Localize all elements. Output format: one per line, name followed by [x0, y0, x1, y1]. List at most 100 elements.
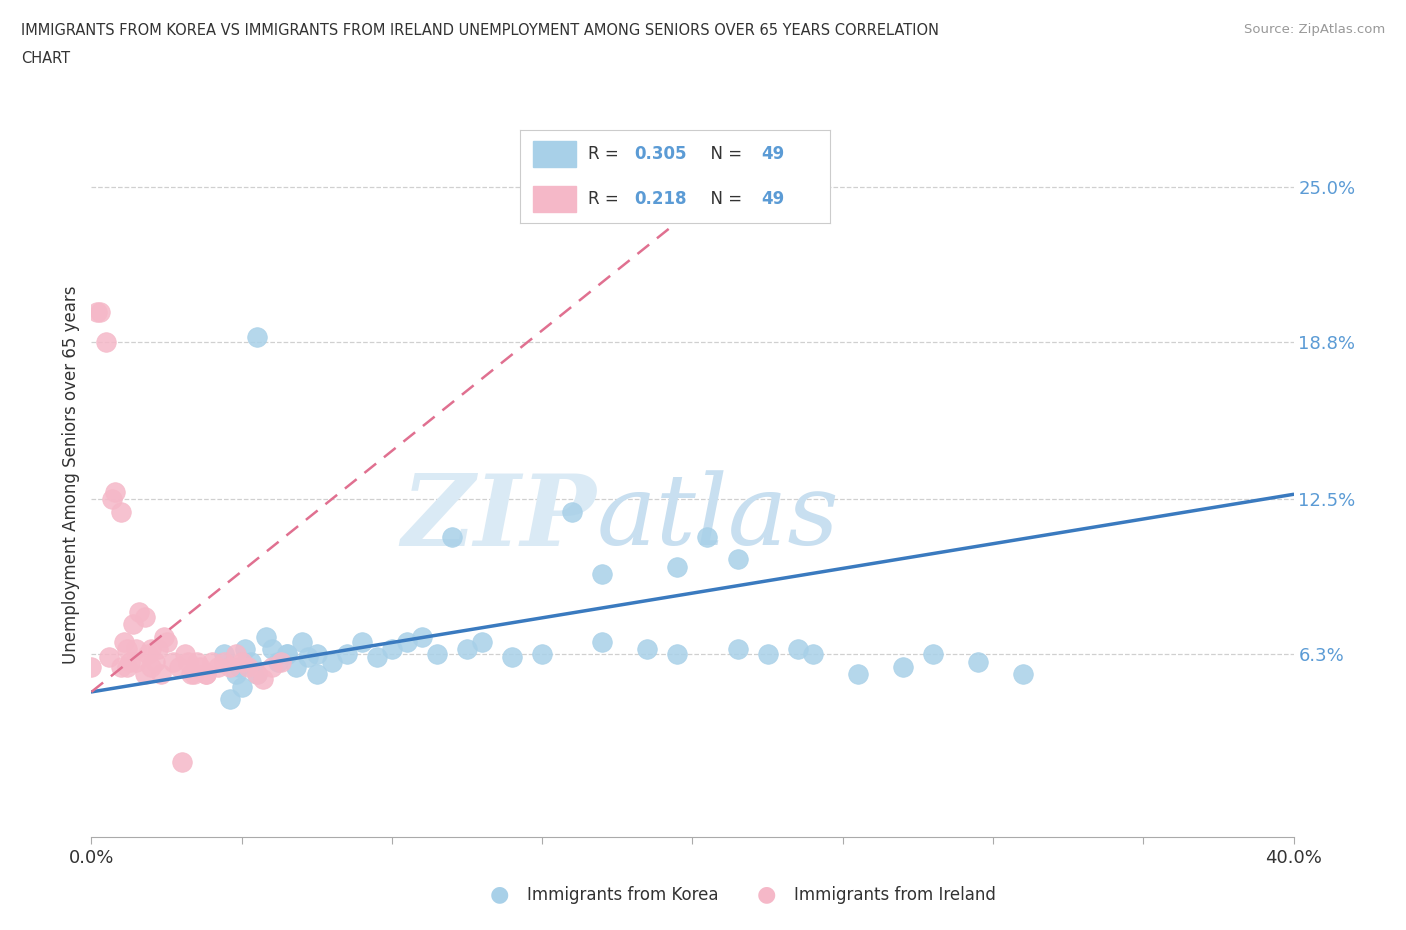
- Point: [727, 642, 749, 657]
- Bar: [533, 141, 576, 167]
- Point: [967, 655, 990, 670]
- Point: [260, 642, 283, 657]
- Point: [395, 634, 418, 649]
- Text: 0.305: 0.305: [634, 145, 688, 164]
- Point: [167, 659, 190, 674]
- Point: [801, 647, 824, 662]
- Text: 49: 49: [762, 145, 785, 164]
- Point: [666, 647, 689, 662]
- Text: Immigrants from Korea: Immigrants from Korea: [527, 885, 718, 904]
- Point: [188, 659, 211, 674]
- Point: [138, 647, 160, 662]
- Point: [80, 659, 103, 674]
- Point: [173, 647, 195, 662]
- Text: 49: 49: [762, 190, 785, 208]
- Point: [846, 667, 869, 682]
- Point: [228, 659, 250, 674]
- Point: [170, 754, 193, 769]
- Point: [591, 634, 613, 649]
- Point: [225, 647, 247, 662]
- Text: ●: ●: [756, 884, 776, 905]
- Point: [96, 334, 118, 349]
- Point: [149, 667, 172, 682]
- Point: [162, 655, 184, 670]
- Point: [591, 567, 613, 582]
- Point: [366, 649, 388, 664]
- Point: [89, 304, 111, 319]
- Point: [297, 649, 319, 664]
- Point: [305, 667, 328, 682]
- Point: [501, 649, 523, 664]
- Point: [276, 647, 298, 662]
- Point: [440, 529, 463, 544]
- Point: [176, 655, 198, 670]
- Text: N =: N =: [700, 190, 747, 208]
- Point: [891, 659, 914, 674]
- Point: [350, 634, 373, 649]
- Point: [231, 655, 253, 670]
- Text: CHART: CHART: [21, 51, 70, 66]
- Point: [456, 642, 478, 657]
- Point: [471, 634, 494, 649]
- Point: [117, 642, 139, 657]
- Point: [786, 642, 808, 657]
- Point: [183, 667, 205, 682]
- Point: [134, 609, 156, 624]
- Point: [212, 647, 235, 662]
- Point: [143, 655, 166, 670]
- Point: [231, 680, 253, 695]
- Point: [212, 655, 235, 670]
- Point: [146, 642, 169, 657]
- Point: [120, 655, 142, 670]
- Point: [411, 630, 433, 644]
- Text: IMMIGRANTS FROM KOREA VS IMMIGRANTS FROM IRELAND UNEMPLOYMENT AMONG SENIORS OVER: IMMIGRANTS FROM KOREA VS IMMIGRANTS FROM…: [21, 23, 939, 38]
- Point: [291, 634, 314, 649]
- Point: [666, 560, 689, 575]
- Point: [254, 630, 277, 644]
- Point: [218, 659, 240, 674]
- Point: [727, 551, 749, 566]
- Point: [141, 642, 163, 657]
- Point: [218, 692, 240, 707]
- Text: Source: ZipAtlas.com: Source: ZipAtlas.com: [1244, 23, 1385, 36]
- Point: [321, 655, 343, 670]
- Text: ZIP: ZIP: [401, 470, 596, 566]
- Point: [426, 647, 449, 662]
- Point: [246, 329, 269, 344]
- Text: N =: N =: [700, 145, 747, 164]
- Point: [1012, 667, 1035, 682]
- Point: [104, 485, 127, 499]
- Point: [561, 504, 583, 519]
- Bar: [533, 186, 576, 212]
- Point: [225, 667, 247, 682]
- Point: [201, 655, 224, 670]
- Point: [246, 667, 269, 682]
- Point: [239, 655, 262, 670]
- Point: [922, 647, 945, 662]
- Point: [110, 659, 132, 674]
- Text: 0.218: 0.218: [634, 190, 688, 208]
- Text: ●: ●: [489, 884, 509, 905]
- Point: [110, 504, 132, 519]
- Point: [276, 647, 298, 662]
- Text: atlas: atlas: [596, 471, 839, 565]
- Point: [101, 492, 124, 507]
- Point: [186, 655, 208, 670]
- Point: [305, 647, 328, 662]
- Point: [134, 667, 156, 682]
- Point: [531, 647, 554, 662]
- Point: [284, 659, 307, 674]
- Point: [207, 659, 229, 674]
- Point: [246, 667, 269, 682]
- Point: [336, 647, 359, 662]
- Point: [155, 634, 177, 649]
- Point: [236, 659, 259, 674]
- Point: [381, 642, 404, 657]
- Point: [267, 655, 290, 670]
- Point: [128, 604, 150, 619]
- Point: [270, 655, 292, 670]
- Point: [114, 634, 136, 649]
- Point: [260, 659, 283, 674]
- Point: [125, 642, 148, 657]
- Point: [180, 667, 202, 682]
